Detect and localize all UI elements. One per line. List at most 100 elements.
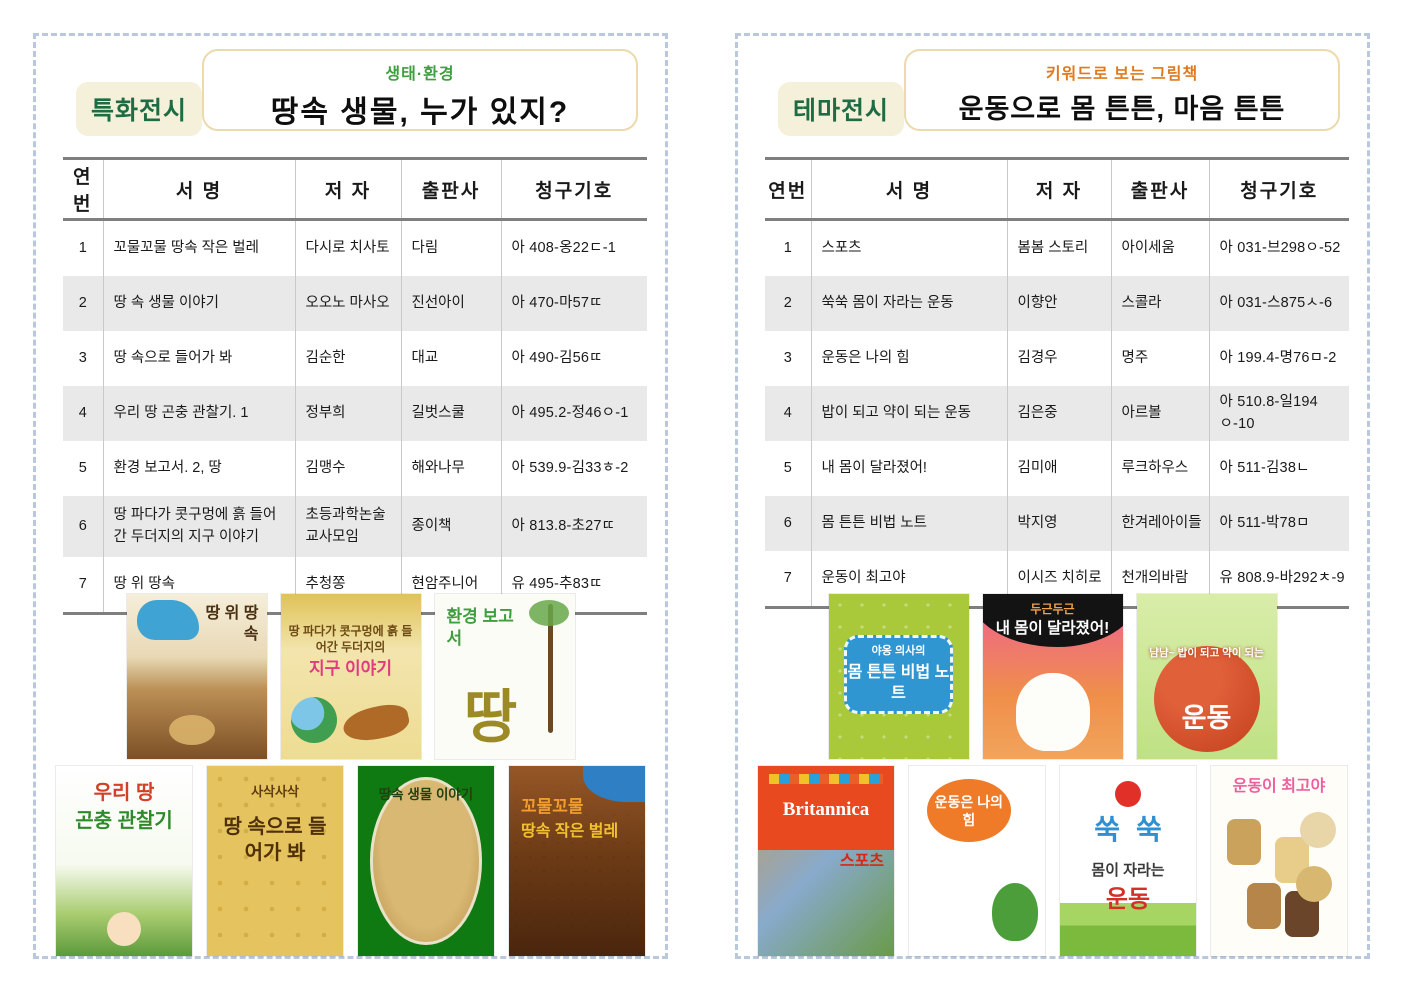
cell-callnumber: 아 511-김38ㄴ <box>1208 441 1349 496</box>
book-cover-title: 곤충 관찰기 <box>75 810 173 832</box>
column-header-no: 연번 <box>765 158 811 221</box>
cell-callnumber: 아 813.8-초27ㄸ <box>500 496 647 557</box>
cell-title: 땅 속으로 들어가 봐 <box>102 331 295 386</box>
book-covers-row-top: 야옹 의사의 몸 튼튼 비법 노트 두근두근 내 몸이 달라졌어! 냠냠~ 밥이… <box>738 594 1367 759</box>
cell-title: 스포츠 <box>810 219 1007 276</box>
book-cover-thumbnail: Britannica 스포츠 <box>758 766 894 956</box>
cell-callnumber: 아 031-스875ㅅ-6 <box>1208 276 1349 331</box>
book-cover-title: 땅속 생물 이야기 <box>378 787 474 802</box>
book-cover-title: 꼬물꼬물 <box>521 797 584 816</box>
book-covers-row-bottom: 우리 땅 곤충 관찰기 사삭사삭 땅 속으로 들어가 봐 땅속 생물 이야기 꼬… <box>36 766 665 956</box>
cell-title: 우리 땅 곤충 관찰기. 1 <box>102 386 295 441</box>
exhibit-badge: 테마전시 <box>778 82 905 136</box>
table-row: 3 운동은 나의 힘 김경우 명주 아 199.4-명76ㅁ-2 <box>765 331 1349 386</box>
book-cover-title: 운동 <box>1105 885 1151 913</box>
cell-callnumber: 아 470-마57ㄸ <box>500 276 647 331</box>
cell-no: 6 <box>783 514 792 531</box>
book-cover-title: 몸 튼튼 비법 노트 <box>847 664 950 703</box>
cell-title: 내 몸이 달라졌어! <box>810 441 1007 496</box>
cell-no: 6 <box>78 517 87 534</box>
column-header-publisher: 출판사 <box>400 158 501 221</box>
column-header-publisher: 출판사 <box>1110 158 1209 221</box>
cell-callnumber: 아 539.9-김33ㅎ-2 <box>500 441 647 496</box>
exhibit-badge: 특화전시 <box>76 82 203 136</box>
cell-author: 초등과학논술 교사모임 <box>294 496 401 557</box>
book-cover-thumbnail: 땅 파다가 콧구멍에 흙 들어간 두더지의 지구 이야기 <box>280 594 421 759</box>
book-cover-title: 운동은 나의 힘 <box>934 793 1003 828</box>
exhibit-subtitle: 키워드로 보는 그림책 <box>1045 66 1199 83</box>
cell-callnumber: 아 495.2-정46ㅇ-1 <box>500 386 647 441</box>
cell-callnumber: 아 510.8-일194ㅇ-10 <box>1208 386 1349 441</box>
cell-publisher: 스콜라 <box>1110 276 1209 331</box>
cell-callnumber: 아 490-김56ㄸ <box>500 331 647 386</box>
cell-no: 7 <box>78 575 87 592</box>
book-list-table: 연번 서 명 저 자 출판사 청구기호 1 스포츠 봄봄 스토리 아이세움 아 … <box>765 157 1349 609</box>
book-cover-title: 스포츠 <box>839 852 884 870</box>
book-cover-title: 지구 이야기 <box>309 659 392 678</box>
book-cover-title: 냠냠~ 밥이 되고 약이 되는 <box>1149 646 1264 659</box>
table-row: 3 땅 속으로 들어가 봐 김순한 대교 아 490-김56ㄸ <box>63 331 647 386</box>
cell-title: 환경 보고서. 2, 땅 <box>102 441 295 496</box>
cell-author: 오오노 마사오 <box>294 276 401 331</box>
book-cover-title: 땅속 작은 벌레 <box>521 823 619 840</box>
cell-no: 2 <box>783 294 792 311</box>
exhibit-title-box: 생태·환경 땅속 생물, 누가 있지? <box>202 49 638 131</box>
column-header-callnumber: 청구기호 <box>500 158 647 221</box>
table-row: 2 쑥쑥 몸이 자라는 운동 이향안 스콜라 아 031-스875ㅅ-6 <box>765 276 1349 331</box>
cell-author: 다시로 치사토 <box>294 219 401 276</box>
book-cover-thumbnail: 야옹 의사의 몸 튼튼 비법 노트 <box>828 594 969 759</box>
panel-theme-exhibit: 테마전시 키워드로 보는 그림책 운동으로 몸 튼튼, 마음 튼튼 연번 서 명… <box>735 33 1370 959</box>
cell-author: 김경우 <box>1006 331 1111 386</box>
book-cover-title: 내 몸이 달라졌어! <box>995 619 1110 637</box>
cell-author: 박지영 <box>1006 496 1111 551</box>
cell-publisher: 길벗스쿨 <box>400 386 501 441</box>
book-cover-thumbnail: 땅속 생물 이야기 <box>358 766 494 956</box>
table-row: 2 땅 속 생물 이야기 오오노 마사오 진선아이 아 470-마57ㄸ <box>63 276 647 331</box>
book-cover-title: 땅 위 땅속 <box>205 605 259 643</box>
table-row: 4 우리 땅 곤충 관찰기. 1 정부희 길벗스쿨 아 495.2-정46ㅇ-1 <box>63 386 647 441</box>
cell-no: 3 <box>78 349 87 366</box>
column-header-title: 서 명 <box>810 158 1007 221</box>
table-row: 6 땅 파다가 콧구멍에 흙 들어간 두더지의 지구 이야기 초등과학논술 교사… <box>63 496 647 557</box>
cell-author: 정부희 <box>294 386 401 441</box>
cell-publisher: 종이책 <box>400 496 501 557</box>
cell-no: 1 <box>783 239 792 256</box>
cell-no: 5 <box>783 459 792 476</box>
cell-callnumber: 아 031-브298ㅇ-52 <box>1208 219 1349 276</box>
book-cover-thumbnail: 두근두근 내 몸이 달라졌어! <box>982 594 1123 759</box>
column-header-title: 서 명 <box>102 158 295 221</box>
table-row: 5 환경 보고서. 2, 땅 김맹수 해와나무 아 539.9-김33ㅎ-2 <box>63 441 647 496</box>
book-cover-thumbnail: 냠냠~ 밥이 되고 약이 되는 운동 <box>1136 594 1277 759</box>
cell-author: 이향안 <box>1006 276 1111 331</box>
book-cover-title: 땅 속으로 들어가 봐 <box>223 816 327 864</box>
book-cover-thumbnail: 운동이 최고야 <box>1211 766 1347 956</box>
book-cover-thumbnail: 우리 땅 곤충 관찰기 <box>56 766 192 956</box>
cell-callnumber: 아 408-옹22ㄷ-1 <box>500 219 647 276</box>
book-cover-title: 우리 땅 <box>93 782 155 804</box>
table-header-row: 연번 서 명 저 자 출판사 청구기호 <box>63 158 647 221</box>
cell-publisher: 해와나무 <box>400 441 501 496</box>
book-cover-title: 쑥쑥 <box>1094 813 1178 845</box>
book-cover-title: 운동 <box>1181 702 1232 733</box>
book-cover-title: 운동이 최고야 <box>1232 778 1326 796</box>
table-row: 1 스포츠 봄봄 스토리 아이세움 아 031-브298ㅇ-52 <box>765 219 1349 276</box>
cell-author: 김미애 <box>1006 441 1111 496</box>
panel-special-exhibit: 특화전시 생태·환경 땅속 생물, 누가 있지? 연번 서 명 저 자 출판사 … <box>33 33 668 959</box>
cell-author: 봄봄 스토리 <box>1006 219 1111 276</box>
cell-title: 쑥쑥 몸이 자라는 운동 <box>810 276 1007 331</box>
book-cover-title: 몸이 자라는 <box>1091 862 1165 879</box>
book-cover-thumbnail: 사삭사삭 땅 속으로 들어가 봐 <box>207 766 343 956</box>
cell-publisher: 루크하우스 <box>1110 441 1209 496</box>
exhibit-title-box: 키워드로 보는 그림책 운동으로 몸 튼튼, 마음 튼튼 <box>904 49 1340 131</box>
cell-no: 7 <box>783 569 792 586</box>
book-cover-thumbnail: 운동은 나의 힘 <box>909 766 1045 956</box>
cell-no: 1 <box>78 239 87 256</box>
cell-title: 운동은 나의 힘 <box>810 331 1007 386</box>
book-covers-row-bottom: Britannica 스포츠 운동은 나의 힘 쑥쑥 몸이 자라는 운동 운동이… <box>738 766 1367 956</box>
cell-no: 4 <box>783 404 792 421</box>
exhibit-subtitle: 생태·환경 <box>385 66 455 83</box>
book-cover-title: 땅 <box>463 684 518 750</box>
cell-publisher: 다림 <box>400 219 501 276</box>
book-cover-thumbnail: 쑥쑥 몸이 자라는 운동 <box>1060 766 1196 956</box>
column-header-author: 저 자 <box>294 158 401 221</box>
